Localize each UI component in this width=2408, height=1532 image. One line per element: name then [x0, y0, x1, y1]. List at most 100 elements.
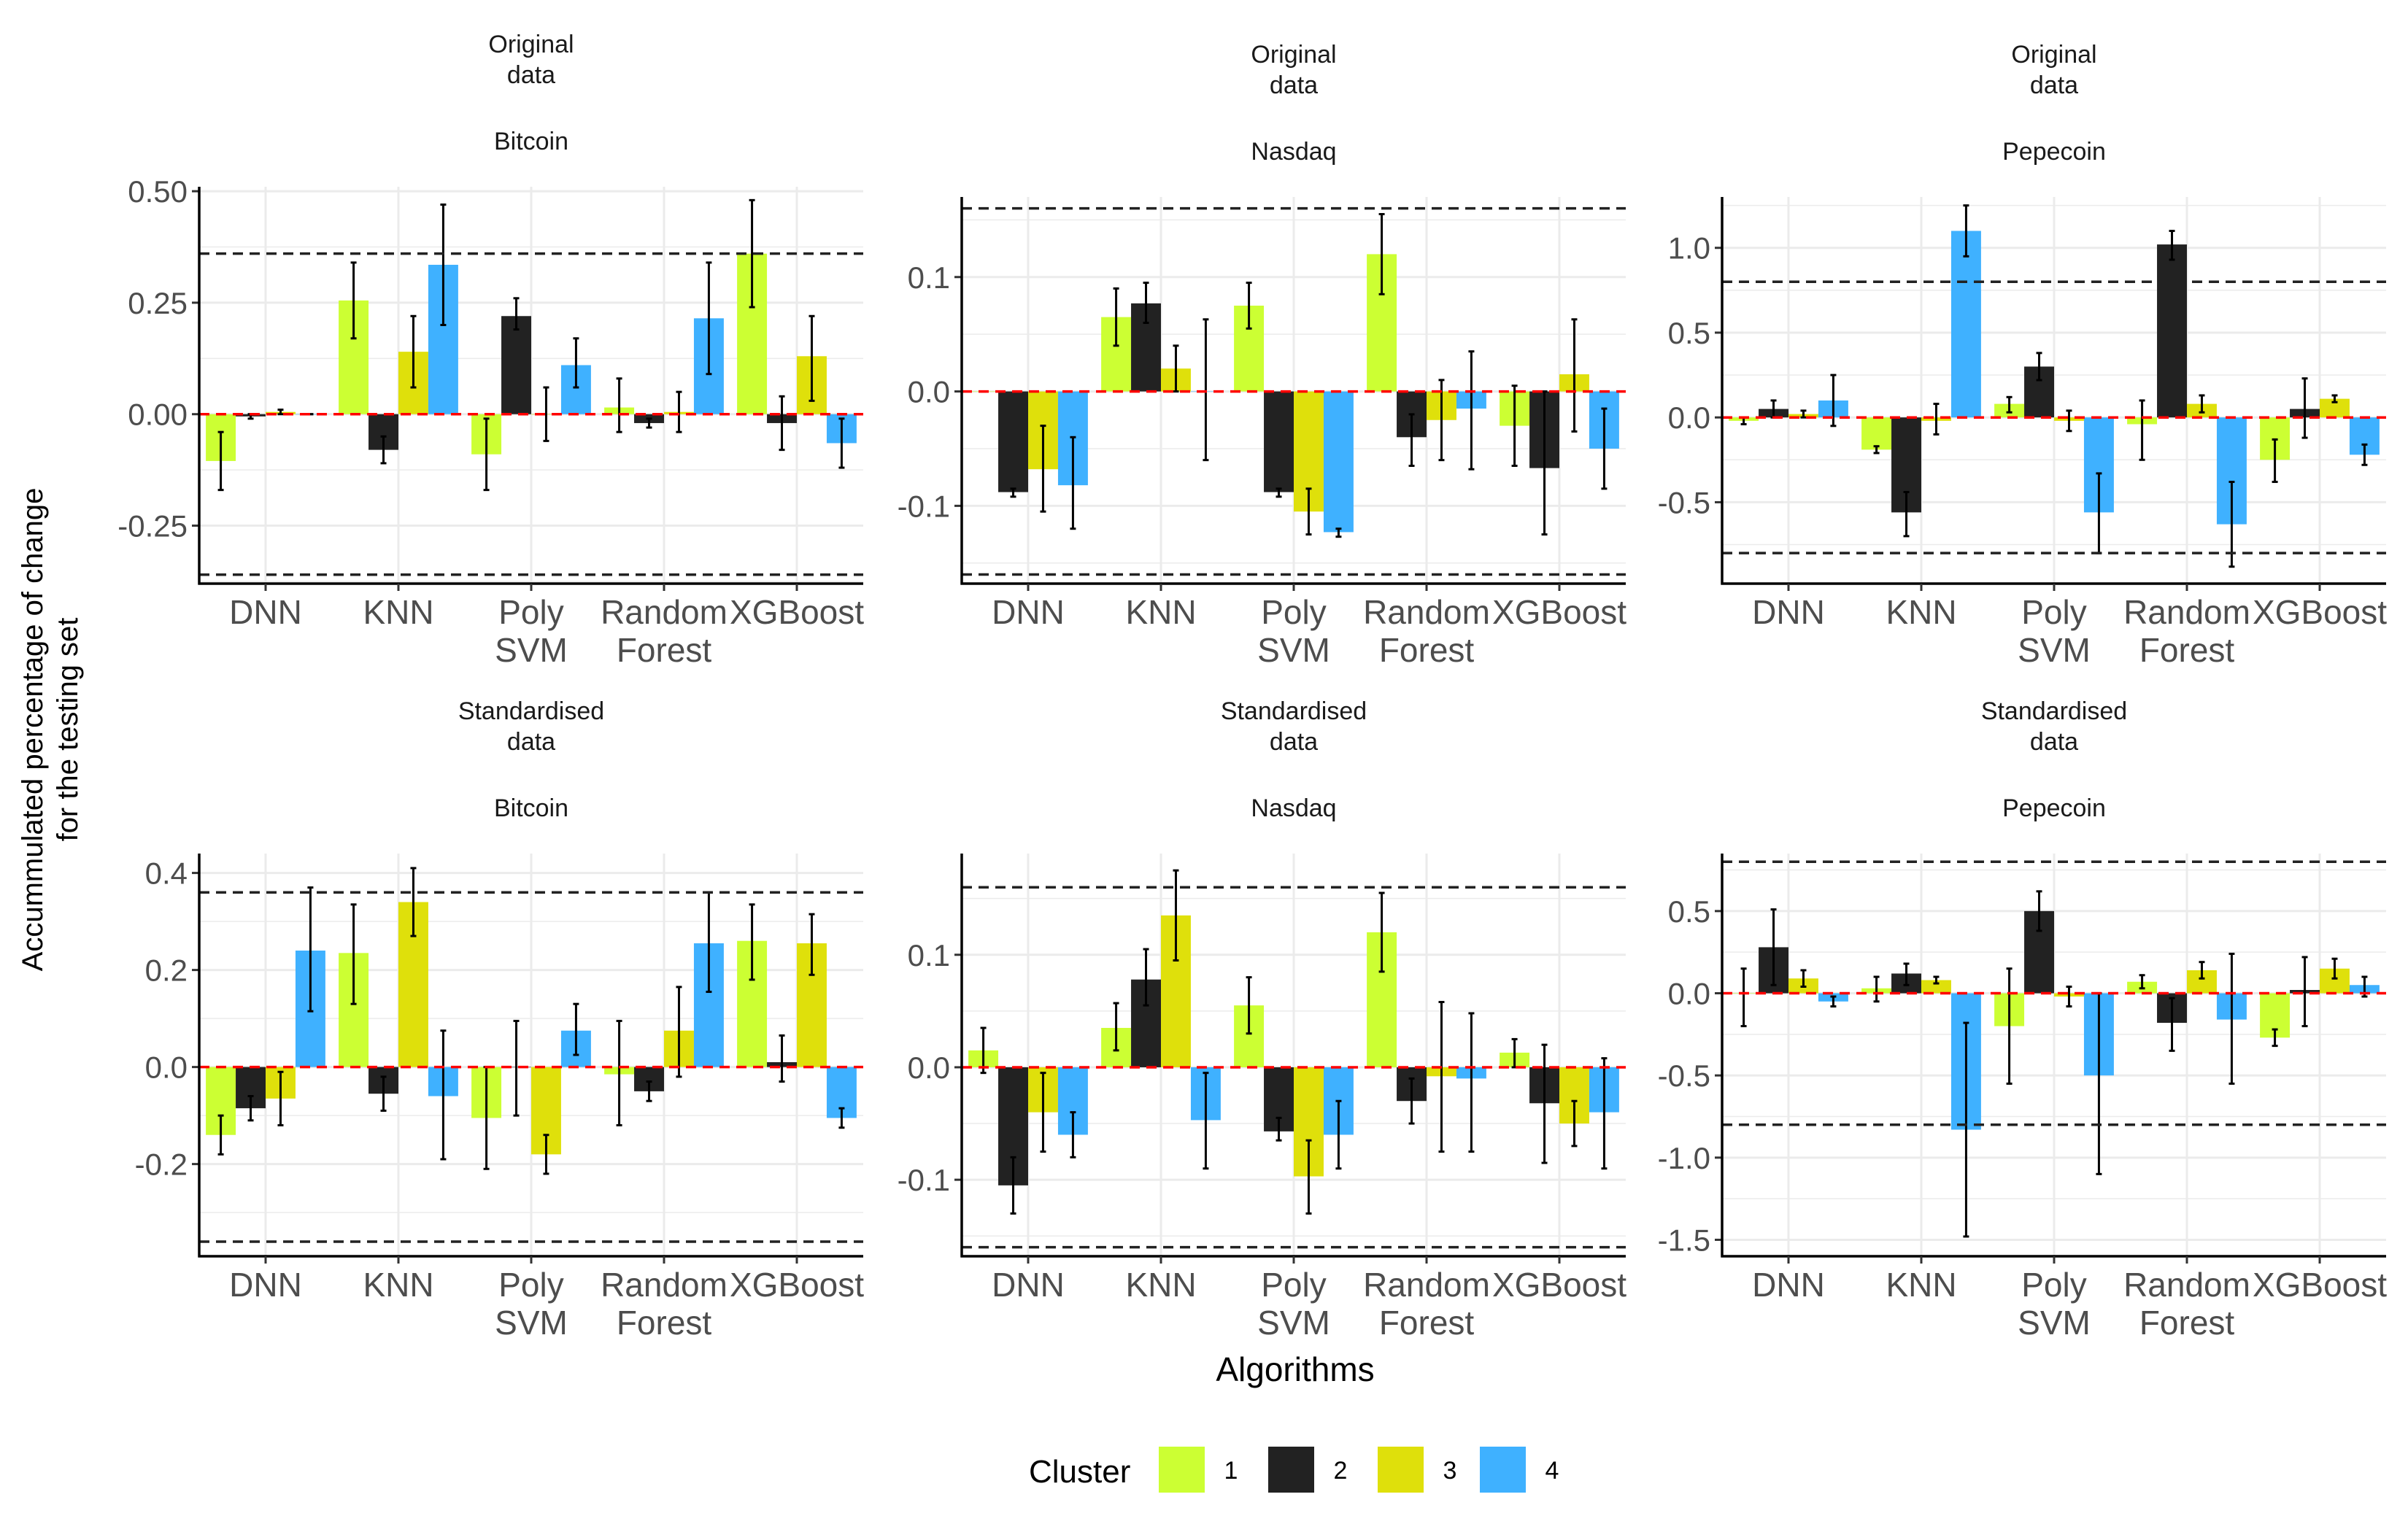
x-tick-label: Forest [1379, 631, 1475, 669]
x-tick-label: SVM [2018, 631, 2091, 669]
error-bar [838, 1107, 845, 1129]
error-bar [1276, 1116, 1282, 1142]
panel-subtitle: Pepecoin [2002, 138, 2106, 166]
x-tick-label: SVM [1257, 631, 1330, 669]
error-bar [1800, 409, 1807, 419]
x-tick-label: KNN [1886, 1266, 1956, 1304]
y-tick-label: 0.2 [145, 953, 188, 988]
error-bar [1438, 1001, 1445, 1153]
x-tick-label: SVM [2018, 1304, 2091, 1342]
error-bar [1963, 204, 1969, 258]
error-bar [1933, 975, 1940, 985]
error-bar [676, 390, 682, 433]
y-tick-label: -0.25 [117, 509, 188, 543]
error-bar [1933, 403, 1940, 436]
panel-5: Standardised data Nasdaq 0.1 0.0 -0.1 DNN KNN Po… [898, 697, 1627, 1342]
x-tick-label: XGBoost [1492, 593, 1626, 631]
y-tick-label: 0.0 [145, 1051, 188, 1085]
legend-swatch-4 [1480, 1447, 1526, 1493]
y-tick-label: 0.50 [128, 174, 188, 209]
error-bar [2361, 443, 2368, 466]
y-tick-label: 0.0 [1668, 401, 1710, 435]
x-tick-label: Poly [498, 593, 563, 631]
error-bar [1571, 318, 1578, 433]
error-bar [1830, 374, 1837, 428]
x-tick-label: DNN [229, 1266, 302, 1304]
bar-cluster-4 [1323, 391, 1354, 533]
error-bar [1903, 962, 1910, 986]
bar-cluster-2 [501, 316, 531, 414]
error-bar [2331, 394, 2338, 403]
x-tick-label: Forest [617, 1304, 712, 1342]
legend-items: 1 2 3 4 [1159, 1447, 1559, 1493]
error-bar [217, 1114, 224, 1156]
error-bar [1438, 379, 1445, 462]
error-bar [779, 395, 785, 452]
x-tick-label: Poly [1261, 1266, 1326, 1304]
x-tick-label: Poly [1261, 593, 1326, 631]
panel-title-line1: Standardised [1221, 697, 1367, 725]
error-bar [2228, 952, 2235, 1085]
x-tick-label: Forest [1379, 1304, 1475, 1342]
error-bar [1800, 969, 1807, 988]
error-bar [1143, 282, 1149, 324]
x-tick-label: Random [2123, 593, 2250, 631]
legend-swatch-1 [1159, 1447, 1205, 1493]
error-bar [543, 1134, 549, 1175]
panel-title-line2: data [2030, 728, 2078, 756]
error-bar [380, 1075, 387, 1112]
y-tick-label: -0.5 [1658, 1059, 1710, 1093]
error-bar [1173, 869, 1179, 962]
error-bar [543, 386, 549, 442]
panel-subtitle: Nasdaq [1251, 794, 1336, 822]
error-bar [1511, 384, 1518, 467]
x-tick-label: Poly [2021, 593, 2086, 631]
y-tick-label: -1.0 [1658, 1141, 1710, 1175]
error-bar [277, 1070, 284, 1126]
error-bar [1408, 1077, 1415, 1125]
error-bar [1873, 975, 1880, 1003]
x-tick-label: XGBoost [730, 1266, 864, 1304]
error-bar [779, 1034, 785, 1083]
error-bar [2272, 1028, 2278, 1048]
y-tick-label: 0.5 [1668, 894, 1710, 929]
panel-title-line1: Original [488, 31, 574, 58]
x-tick-label: SVM [495, 631, 568, 669]
error-bar [1276, 487, 1282, 498]
error-bar [2169, 229, 2175, 261]
error-bar [2331, 957, 2338, 980]
error-bar [1963, 1021, 1969, 1238]
error-bar [2006, 395, 2013, 414]
error-bar [2036, 352, 2042, 382]
error-bar [440, 1029, 447, 1161]
x-tick-label: SVM [1257, 1304, 1330, 1342]
error-bar [1541, 1043, 1548, 1164]
error-bar [1468, 1012, 1475, 1153]
bar-cluster-4 [1950, 231, 1981, 418]
error-bar [809, 314, 815, 402]
error-bar [380, 435, 387, 465]
error-bar [1601, 1057, 1608, 1170]
x-tick-label: Random [601, 593, 728, 631]
x-tick-label: KNN [1125, 593, 1196, 631]
error-bar [573, 1002, 579, 1056]
error-bar [410, 867, 417, 937]
error-bar [350, 261, 357, 340]
y-tick-label: 0.25 [128, 286, 188, 320]
x-tick-label: DNN [992, 1266, 1065, 1304]
error-bar [646, 417, 652, 429]
error-bar [706, 261, 712, 376]
x-tick-label: Poly [2021, 1266, 2086, 1304]
y-tick-label: -0.1 [898, 489, 950, 523]
error-bar [1246, 282, 1252, 330]
x-tick-label: XGBoost [730, 593, 864, 631]
error-bar [277, 409, 284, 416]
panel-subtitle: Nasdaq [1251, 138, 1336, 166]
error-bar [2199, 394, 2205, 414]
x-tick-label: Random [1363, 593, 1490, 631]
y-tick-label: 0.5 [1668, 316, 1710, 350]
error-bar [1010, 1156, 1016, 1215]
error-bar [1468, 350, 1475, 471]
